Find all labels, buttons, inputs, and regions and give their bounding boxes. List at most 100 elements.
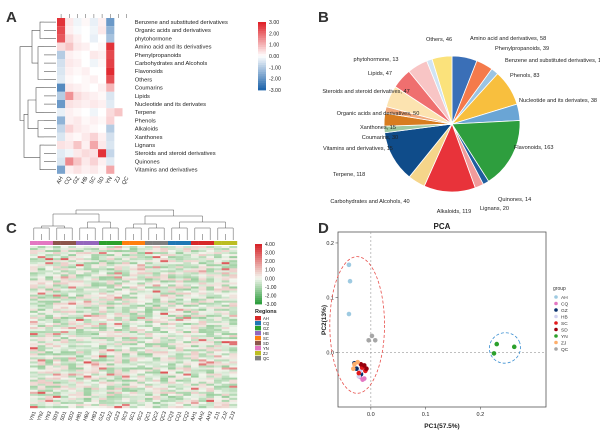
- c-cell: [191, 359, 199, 362]
- c-cell: [45, 256, 54, 259]
- c-legend-swatch: [255, 302, 262, 305]
- c-region-cell: [221, 241, 230, 245]
- a-cell: [65, 116, 74, 125]
- c-cell: [214, 262, 222, 265]
- c-cell: [76, 292, 84, 295]
- c-cell: [152, 320, 161, 324]
- c-cell: [30, 365, 38, 368]
- c-cell: [221, 250, 230, 253]
- c-cell: [175, 318, 184, 322]
- c-cell: [221, 278, 230, 281]
- c-cell: [198, 308, 207, 311]
- c-cell: [191, 399, 199, 403]
- c-cell: [137, 337, 146, 340]
- c-cell: [83, 248, 92, 251]
- c-cell: [221, 294, 230, 297]
- c-cell: [152, 363, 161, 366]
- c-col-label: CQ2: [182, 410, 191, 422]
- c-cell: [175, 312, 184, 316]
- c-cell: [30, 272, 38, 275]
- a-cell: [106, 18, 115, 27]
- c-cell: [68, 351, 77, 354]
- c-region-label: HB: [263, 331, 269, 336]
- c-cell: [37, 349, 46, 352]
- c-cell: [183, 345, 192, 348]
- c-dendro-branch: [56, 227, 73, 234]
- c-cell: [168, 258, 176, 261]
- c-cell: [122, 272, 130, 275]
- c-cell: [152, 375, 161, 378]
- c-legend-tick: -1.00: [265, 285, 277, 291]
- c-cell: [191, 288, 199, 291]
- c-cell: [99, 288, 107, 291]
- c-cell: [91, 387, 100, 390]
- c-cell: [106, 318, 115, 322]
- c-cell: [37, 339, 46, 342]
- c-cell: [60, 312, 69, 316]
- c-cell: [191, 331, 199, 334]
- c-cell: [76, 324, 84, 328]
- c-cell: [30, 347, 38, 350]
- c-cell: [83, 385, 92, 388]
- c-cell: [106, 401, 115, 405]
- panel-letter-d: D: [318, 220, 329, 237]
- c-cell: [175, 391, 184, 395]
- c-cell: [83, 359, 92, 362]
- c-cell: [129, 391, 138, 395]
- c-cell: [206, 405, 215, 409]
- c-cell: [68, 403, 77, 407]
- c-cell: [37, 254, 46, 257]
- c-cell: [137, 379, 146, 382]
- c-cell: [37, 274, 46, 277]
- c-cell: [122, 341, 130, 344]
- c-cell: [214, 318, 222, 322]
- c-cell: [99, 373, 107, 376]
- c-cell: [191, 375, 199, 378]
- c-cell: [160, 322, 169, 326]
- c-cell: [160, 310, 169, 314]
- c-cell: [99, 341, 107, 344]
- c-cell: [137, 256, 146, 259]
- a-cell: [106, 91, 115, 100]
- pca-legend-marker: [554, 301, 558, 306]
- c-cell: [122, 347, 130, 350]
- a-cell: [73, 18, 82, 27]
- c-legend-swatch: [255, 266, 262, 269]
- a-cell: [98, 83, 107, 92]
- c-cell: [168, 327, 176, 330]
- c-cell: [206, 351, 215, 354]
- c-cell: [229, 359, 238, 362]
- c-cell: [60, 292, 69, 295]
- a-cell: [89, 132, 98, 141]
- c-cell: [122, 320, 130, 324]
- c-cell: [183, 335, 192, 338]
- c-cell: [221, 322, 230, 326]
- c-cell: [214, 270, 222, 273]
- c-cell: [152, 248, 161, 251]
- c-cell: [160, 264, 169, 267]
- a-dendro-branch: [23, 114, 40, 158]
- c-cell: [99, 337, 107, 340]
- c-cell: [60, 337, 69, 340]
- c-cell: [45, 359, 54, 362]
- c-cell: [83, 335, 92, 338]
- c-cell: [229, 260, 238, 263]
- c-cell: [114, 292, 123, 295]
- c-cell: [152, 288, 161, 291]
- c-cell: [45, 324, 54, 328]
- c-cell: [183, 353, 192, 356]
- c-cell: [145, 379, 153, 382]
- c-cell: [53, 266, 61, 269]
- c-cell: [114, 256, 123, 259]
- c-cell: [76, 298, 84, 301]
- c-cell: [137, 298, 146, 301]
- c-cell: [122, 262, 130, 265]
- c-cell: [45, 375, 54, 378]
- c-cell: [76, 363, 84, 366]
- c-cell: [160, 359, 169, 362]
- c-cell: [183, 268, 192, 271]
- a-cell: [122, 26, 131, 35]
- c-region-cell: [145, 241, 153, 245]
- c-cell: [229, 357, 238, 360]
- c-cell: [30, 343, 38, 346]
